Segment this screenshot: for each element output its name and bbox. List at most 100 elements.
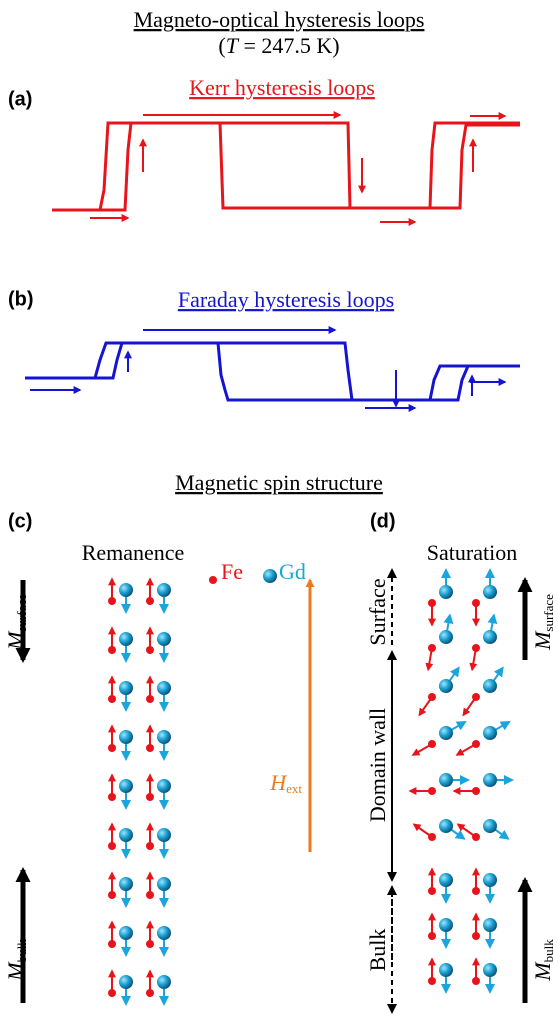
fe-atom (108, 744, 116, 752)
gd-atom (439, 630, 453, 644)
gd-atom (119, 828, 133, 842)
fe-atom (472, 693, 480, 701)
fe-atom (146, 744, 154, 752)
panel-title: Kerr hysteresis loops (189, 75, 375, 100)
gd-atom (483, 630, 497, 644)
gd-atom (157, 583, 171, 597)
m-bulk-label: Mbulk (530, 939, 556, 982)
fe-atom (146, 793, 154, 801)
gd-atom (157, 632, 171, 646)
faraday-loop (25, 341, 520, 402)
gd-atom (157, 828, 171, 842)
gd-atom (157, 975, 171, 989)
fe-atom (472, 644, 480, 652)
fe-atom (108, 891, 116, 899)
fe-atom (108, 989, 116, 997)
faraday-inner (25, 341, 520, 402)
gd-atom (483, 963, 497, 977)
fe-atom (472, 887, 480, 895)
h-ext-label: Hext (269, 770, 302, 796)
fe-atom (428, 644, 436, 652)
fe-atom (108, 597, 116, 605)
gd-atom (119, 926, 133, 940)
gd-atom (483, 726, 497, 740)
panel-label: (a) (8, 88, 32, 110)
fe-atom (472, 833, 480, 841)
fe-atom (428, 833, 436, 841)
figure-title: Magneto-optical hysteresis loops (134, 7, 425, 32)
panel-label: (d) (370, 510, 396, 532)
fe-atom (472, 932, 480, 940)
gd-atom (119, 877, 133, 891)
gd-atom (119, 583, 133, 597)
gd-atom (439, 873, 453, 887)
gd-atom (157, 926, 171, 940)
faraday-outer (25, 341, 520, 402)
kerr-loop (52, 121, 520, 212)
gd-atom (119, 975, 133, 989)
fe-atom (428, 932, 436, 940)
gd-atom (119, 779, 133, 793)
kerr-arrows (90, 111, 507, 226)
fe-atom (108, 793, 116, 801)
fe-atom (428, 599, 436, 607)
gd-atom (483, 773, 497, 787)
gd-atom (157, 877, 171, 891)
legend-label: Fe (221, 559, 243, 584)
gd-atom (119, 730, 133, 744)
fe-legend-dot (209, 576, 217, 584)
gd-legend-dot (263, 569, 277, 583)
gd-atom (439, 726, 453, 740)
panel-label: (c) (8, 510, 32, 532)
gd-atom (483, 819, 497, 833)
m-surface-label: Msurface (3, 594, 29, 651)
gd-atom (439, 679, 453, 693)
legend-label: Gd (279, 559, 306, 584)
fe-atom (146, 842, 154, 850)
fe-atom (428, 693, 436, 701)
fe-atom (472, 599, 480, 607)
fe-atom (146, 940, 154, 948)
fe-atom (108, 940, 116, 948)
fe-atom (428, 740, 436, 748)
fe-atom (146, 695, 154, 703)
fe-atom (146, 891, 154, 899)
region-label: Surface (365, 578, 390, 645)
gd-atom (157, 681, 171, 695)
fe-atom (472, 787, 480, 795)
kerr-inner (52, 121, 520, 212)
fe-atom (428, 787, 436, 795)
faraday-arrows (30, 326, 507, 412)
fe-atom (472, 740, 480, 748)
gd-atom (439, 773, 453, 787)
region-label: Domain wall (365, 708, 390, 822)
gd-atom (119, 681, 133, 695)
fe-atom (472, 977, 480, 985)
panel-label: (b) (8, 288, 34, 310)
panel-title: Remanence (82, 540, 185, 565)
fe-atom (146, 646, 154, 654)
temperature: (T = 247.5 K) (218, 33, 339, 58)
gd-atom (157, 779, 171, 793)
fe-atom (146, 597, 154, 605)
gd-atom (483, 918, 497, 932)
fe-atom (428, 887, 436, 895)
gd-atom (483, 585, 497, 599)
gd-atom (157, 730, 171, 744)
gd-atom (439, 585, 453, 599)
gd-atom (483, 873, 497, 887)
m-bulk-label: Mbulk (3, 939, 29, 982)
section-title: Magnetic spin structure (175, 470, 383, 495)
region-label: Bulk (365, 929, 390, 972)
fe-atom (108, 695, 116, 703)
spin-structure (108, 568, 514, 1006)
gd-atom (439, 819, 453, 833)
fe-atom (108, 842, 116, 850)
gd-atom (483, 679, 497, 693)
panel-title: Saturation (427, 540, 517, 565)
gd-atom (439, 963, 453, 977)
m-surface-label: Msurface (530, 594, 556, 651)
gd-atom (439, 918, 453, 932)
fe-atom (428, 977, 436, 985)
